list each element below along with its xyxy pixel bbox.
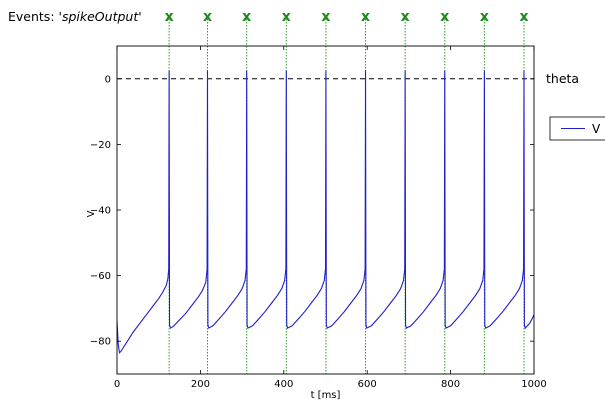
legend: V: [549, 116, 605, 141]
series-line-v: [116, 70, 535, 354]
event-marker-7: x: [401, 9, 410, 25]
y-axis-ticks: −80 −60 −40 −20 0: [90, 74, 534, 348]
event-marker-8: x: [440, 9, 449, 25]
x-tick-label-200: 200: [191, 379, 210, 390]
x-axis-ticks: 0 200 400 600 800 1000: [114, 46, 547, 390]
x-tick-label-1000: 1000: [521, 379, 546, 390]
threshold-label: theta: [546, 71, 579, 86]
events-title-suffix: ': [138, 9, 141, 24]
event-marker-10: x: [519, 9, 528, 25]
event-lines: [168, 16, 525, 374]
x-tick-label-800: 800: [441, 379, 460, 390]
x-tick-label-600: 600: [358, 379, 377, 390]
event-marker-1: x: [165, 9, 174, 25]
events-title-prefix: Events: ': [8, 9, 62, 24]
y-tick-label-1: −60: [90, 271, 111, 282]
events-title-name: spikeOutput: [62, 9, 139, 24]
y-tick-label-2: −40: [90, 206, 111, 217]
x-tick-label-400: 400: [274, 379, 293, 390]
events-title: Events: 'spikeOutput': [8, 9, 142, 24]
y-tick-label-3: −20: [90, 140, 111, 151]
y-tick-label-4: 0: [105, 74, 111, 85]
event-marker-4: x: [282, 9, 291, 25]
y-axis-label: V: [86, 210, 97, 217]
y-tick-label-0: −80: [90, 337, 111, 348]
event-marker-5: x: [321, 9, 330, 25]
x-axis-label: t [ms]: [311, 390, 341, 401]
event-marker-2: x: [203, 9, 212, 25]
event-marker-3: x: [242, 9, 251, 25]
legend-label-v: V: [592, 122, 601, 136]
event-marker-9: x: [480, 9, 489, 25]
x-tick-label-0: 0: [114, 379, 120, 390]
event-marker-6: x: [361, 9, 370, 25]
